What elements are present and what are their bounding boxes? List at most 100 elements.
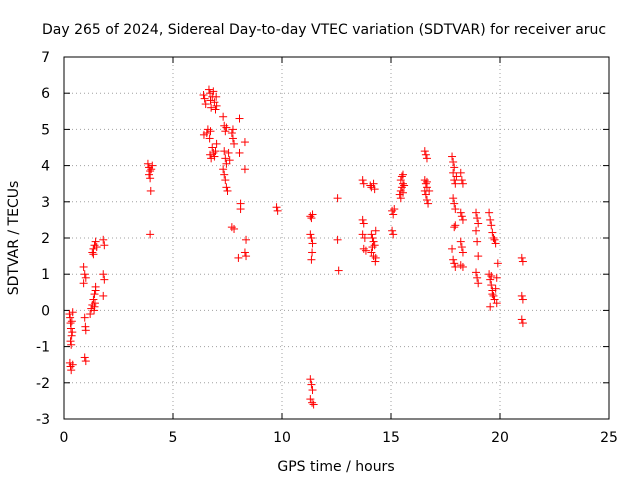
data-point [422,154,431,163]
data-point [449,157,458,166]
data-point [200,94,209,103]
data-point [458,248,467,257]
data-point [474,219,483,228]
data-point [490,235,499,244]
data-point [449,194,458,203]
data-point [222,183,231,192]
data-point [81,326,90,335]
data-point [89,295,98,304]
data-point [371,257,380,266]
data-point [236,205,245,214]
data-point [398,188,407,197]
data-point [221,176,230,185]
data-point [395,190,404,199]
data-point [235,114,244,123]
data-point [221,127,230,136]
data-point [449,168,458,177]
data-point [146,174,155,183]
data-point [389,210,398,219]
data-point [473,214,482,223]
y-tick-label: 4 [41,159,50,175]
data-point [212,101,221,110]
data-point [489,234,498,242]
data-point [67,317,76,326]
data-point [368,243,377,252]
data-point [235,148,244,157]
x-tick-label: 10 [273,430,291,446]
data-point [230,139,239,148]
data-point [240,138,249,147]
data-point [518,257,527,266]
data-point [307,234,316,242]
data-point [79,279,88,288]
data-point [205,134,214,143]
data-point [492,273,501,282]
data-point [367,248,376,257]
data-point [424,199,433,208]
data-point [148,161,157,170]
data-point [449,255,458,264]
y-axis-ticks: -3 -2 -1 0 1 2 3 4 5 6 7 [36,50,609,428]
data-point [68,360,77,369]
data-point [230,224,239,233]
data-point [308,398,317,407]
data-point [88,248,97,257]
data-point [222,123,231,132]
data-point [368,234,377,242]
data-point [210,152,219,161]
data-point [207,103,216,112]
data-point [398,179,407,188]
data-point [211,105,220,114]
data-point [422,195,431,204]
data-point [228,125,237,134]
data-point [224,148,233,157]
data-point [219,112,228,121]
data-point [359,244,368,253]
data-point [397,172,406,181]
data-point [145,170,154,179]
data-point [212,92,221,101]
y-tick-label: 5 [41,122,50,138]
data-point [358,176,367,185]
data-point [491,239,500,248]
data-point [91,282,100,291]
data-point [146,186,155,195]
data-point [491,284,500,293]
grid [64,57,609,419]
data-point [448,152,457,161]
data-point [389,230,398,239]
data-point [397,183,406,192]
y-tick-label: 1 [41,267,50,283]
data-point [421,179,430,188]
x-axis-ticks: 0 5 10 15 20 25 [60,57,618,446]
data-point [207,154,216,163]
data-point [99,235,108,244]
data-point [458,215,467,224]
data-point [360,234,369,242]
data-point [358,215,367,224]
data-point [308,386,317,395]
data-point [517,291,526,300]
data-point [90,290,99,299]
data-point [206,150,215,159]
data-point [223,186,232,195]
data-point [370,241,379,250]
data-point [369,179,378,188]
data-point [66,337,75,346]
data-point [208,143,217,152]
data-point [450,163,459,172]
data-point [81,357,90,366]
data-point [206,96,215,105]
x-tick-label: 15 [382,430,400,446]
y-tick-label: 2 [41,231,50,247]
data-point [486,302,495,311]
data-point [474,279,483,288]
data-point [487,221,496,230]
data-point [420,176,429,185]
y-tick-label: 0 [41,303,50,319]
data-point [472,268,481,277]
data-point [388,226,397,235]
data-point [458,179,467,188]
data-point [212,139,221,148]
data-point [371,226,380,235]
